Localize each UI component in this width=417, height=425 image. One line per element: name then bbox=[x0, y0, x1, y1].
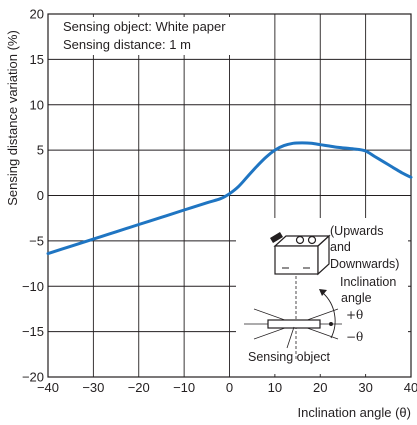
angle-arc-arrow bbox=[319, 289, 327, 296]
plot-frame bbox=[47, 13, 412, 378]
y-tick-label: 15 bbox=[30, 52, 44, 67]
y-axis-title: Sensing distance variation (%) bbox=[5, 30, 20, 206]
x-tick-label: 20 bbox=[313, 380, 327, 395]
y-tick-label: −15 bbox=[22, 324, 44, 339]
sensor-icon bbox=[270, 232, 331, 276]
x-tick-label: 40 bbox=[404, 380, 417, 395]
angle-label-1: Inclination bbox=[340, 275, 396, 289]
direction-label-1: (Upwards bbox=[330, 224, 384, 238]
plus-theta-label: +θ bbox=[346, 308, 363, 322]
y-tick-label: 5 bbox=[37, 143, 44, 158]
minus-theta-label: −θ bbox=[346, 330, 363, 344]
annotation-line-2: Sensing distance: 1 m bbox=[63, 37, 191, 52]
sensing-object-label: Sensing object bbox=[248, 350, 331, 364]
y-tick-labels: 20 15 10 5 0 −5 −10 −15 −20 bbox=[22, 7, 44, 385]
x-tick-label: 10 bbox=[268, 380, 282, 395]
x-tick-label: −10 bbox=[173, 380, 195, 395]
y-tick-label: −5 bbox=[29, 233, 44, 248]
x-tick-label: −30 bbox=[82, 380, 104, 395]
x-tick-label: −20 bbox=[128, 380, 150, 395]
y-tick-label: −10 bbox=[22, 279, 44, 294]
direction-label-3: Downwards) bbox=[330, 257, 399, 271]
sensor-inset-illustration: (Upwards and Downwards) Inclination angl… bbox=[236, 218, 408, 374]
x-tick-label: 30 bbox=[358, 380, 372, 395]
angle-arc-dot bbox=[329, 322, 333, 326]
angle-label-2: angle bbox=[341, 291, 372, 305]
y-tick-label: 0 bbox=[37, 188, 44, 203]
grid-lines bbox=[48, 14, 411, 377]
y-tick-label: 20 bbox=[30, 7, 44, 22]
y-tick-label: −20 bbox=[22, 370, 44, 385]
annotation-line-1: Sensing object: White paper bbox=[63, 19, 226, 34]
x-axis-title: Inclination angle (θ) bbox=[298, 405, 411, 420]
series-line bbox=[46, 141, 413, 256]
angle-arc bbox=[322, 292, 336, 339]
x-tick-labels: −40 −30 −20 −10 0 10 20 30 40 bbox=[37, 380, 417, 395]
direction-label-2: and bbox=[330, 240, 351, 254]
x-tick-label: 0 bbox=[226, 380, 233, 395]
sensing-object-plate bbox=[267, 319, 321, 329]
annotation-box bbox=[57, 17, 257, 55]
y-tick-label: 10 bbox=[30, 97, 44, 112]
x-tick-label: −40 bbox=[37, 380, 59, 395]
object-label-leader bbox=[286, 326, 295, 349]
